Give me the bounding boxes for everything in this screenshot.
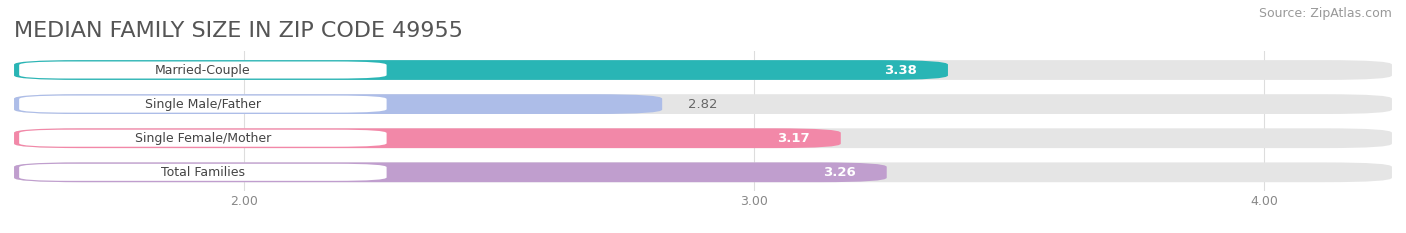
FancyBboxPatch shape [20, 62, 387, 79]
FancyBboxPatch shape [14, 128, 1392, 148]
Text: Total Families: Total Families [160, 166, 245, 179]
FancyBboxPatch shape [14, 162, 887, 182]
Text: Married-Couple: Married-Couple [155, 64, 250, 76]
FancyBboxPatch shape [14, 94, 1392, 114]
FancyBboxPatch shape [20, 96, 387, 113]
Text: Single Female/Mother: Single Female/Mother [135, 132, 271, 145]
FancyBboxPatch shape [20, 130, 387, 147]
Text: 3.38: 3.38 [884, 64, 917, 76]
Text: 3.17: 3.17 [778, 132, 810, 145]
FancyBboxPatch shape [14, 162, 1392, 182]
Text: 3.26: 3.26 [824, 166, 856, 179]
FancyBboxPatch shape [20, 164, 387, 181]
Text: 2.82: 2.82 [688, 98, 717, 111]
Text: Source: ZipAtlas.com: Source: ZipAtlas.com [1258, 7, 1392, 20]
Text: Single Male/Father: Single Male/Father [145, 98, 262, 111]
FancyBboxPatch shape [14, 94, 662, 114]
FancyBboxPatch shape [14, 60, 948, 80]
Text: MEDIAN FAMILY SIZE IN ZIP CODE 49955: MEDIAN FAMILY SIZE IN ZIP CODE 49955 [14, 21, 463, 41]
FancyBboxPatch shape [14, 128, 841, 148]
FancyBboxPatch shape [14, 60, 1392, 80]
